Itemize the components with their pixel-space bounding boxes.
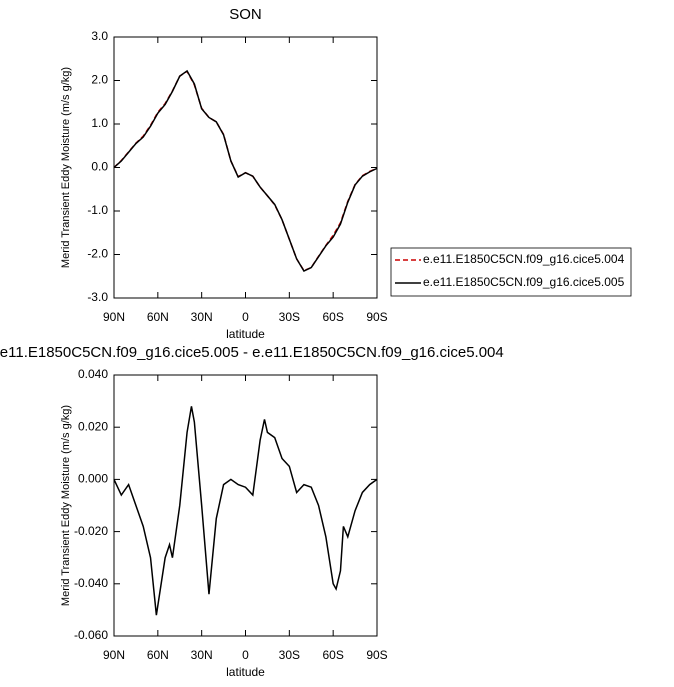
y-tick-label: 0.020 [78, 419, 108, 433]
y-tick-label: -0.040 [74, 576, 108, 590]
x-tick-label: 60N [147, 648, 169, 662]
legend-label: e.e11.E1850C5CN.f09_g16.cice5.004 [423, 252, 625, 266]
x-tick-label: 90N [103, 648, 125, 662]
y-tick-label: 0.040 [78, 367, 108, 381]
y-tick-label: 3.0 [91, 29, 108, 43]
y-tick-label: -0.060 [74, 628, 108, 642]
legend-box [390, 247, 632, 297]
y-tick-label: 0.000 [78, 472, 108, 486]
data-line [113, 70, 378, 272]
y-tick-label: 0.0 [91, 160, 108, 174]
x-tick-label: 30S [279, 648, 300, 662]
x-tick-label: 30S [279, 310, 300, 324]
legend-label: e.e11.E1850C5CN.f09_g16.cice5.005 [423, 275, 625, 289]
plot-frame [113, 374, 378, 637]
x-tick-label: 90S [366, 648, 387, 662]
x-tick-label: 60S [322, 648, 343, 662]
x-tick-label: 60N [147, 310, 169, 324]
x-tick-label: 60S [322, 310, 343, 324]
chart-title: SON [229, 6, 262, 23]
y-tick-label: -2.0 [87, 247, 108, 261]
y-tick-label: 2.0 [91, 73, 108, 87]
data-line [113, 69, 378, 273]
chart-title: e.e11.E1850C5CN.f09_g16.cice5.005 - e.e1… [0, 344, 504, 361]
x-axis-label: latitude [226, 327, 265, 341]
x-tick-label: 30N [191, 310, 213, 324]
plot-frame [113, 36, 378, 299]
x-tick-label: 0 [242, 648, 249, 662]
x-axis-label: latitude [226, 665, 265, 679]
y-tick-label: -1.0 [87, 203, 108, 217]
x-tick-label: 90S [366, 310, 387, 324]
data-line [113, 406, 378, 616]
y-tick-label: -3.0 [87, 290, 108, 304]
x-tick-label: 30N [191, 648, 213, 662]
x-tick-label: 90N [103, 310, 125, 324]
y-axis-label: Merid Transient Eddy Moisture (m/s g/kg) [60, 67, 72, 268]
y-tick-label: -0.020 [74, 524, 108, 538]
y-axis-label: Merid Transient Eddy Moisture (m/s g/kg) [60, 405, 72, 606]
y-tick-label: 1.0 [91, 116, 108, 130]
x-tick-label: 0 [242, 310, 249, 324]
